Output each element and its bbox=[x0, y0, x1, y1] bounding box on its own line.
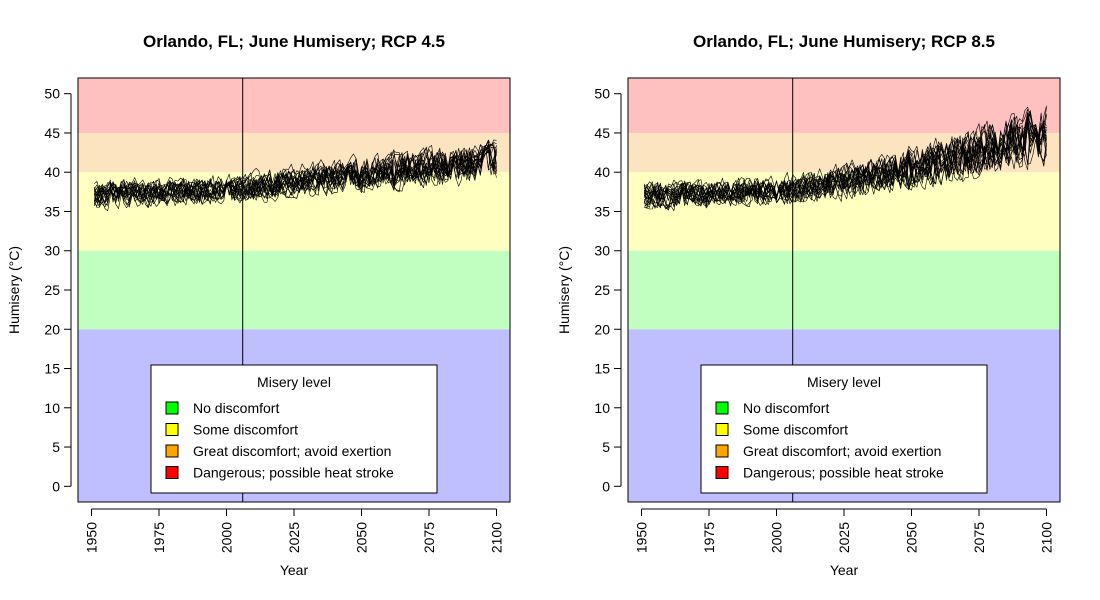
series-group bbox=[93, 139, 497, 212]
series-group bbox=[643, 105, 1047, 212]
legend-item-label: Great discomfort; avoid exertion bbox=[193, 443, 391, 459]
y-axis-label: Humisery (°C) bbox=[6, 246, 22, 334]
legend-item-label: Dangerous; possible heat stroke bbox=[743, 465, 944, 481]
band-4 bbox=[628, 78, 1060, 133]
plot-frame bbox=[627, 77, 1061, 503]
x-tick-label: 2000 bbox=[219, 522, 235, 553]
y-tick-label: 20 bbox=[44, 321, 60, 337]
x-tick-label: 2075 bbox=[421, 522, 437, 553]
x-tick-label: 2025 bbox=[286, 522, 302, 553]
series-line bbox=[644, 113, 1047, 211]
x-axis: 1950 1975 2000 2025 2050 2075 2100 bbox=[84, 508, 505, 553]
band-4 bbox=[78, 78, 510, 133]
legend-title: Misery level bbox=[257, 374, 331, 390]
x-tick-label: 2100 bbox=[489, 522, 505, 553]
legend-swatch bbox=[165, 401, 179, 415]
y-tick-label: 10 bbox=[44, 400, 60, 416]
x-tick-label: 1975 bbox=[701, 522, 717, 553]
y-tick-label: 50 bbox=[44, 86, 60, 102]
x-axis: 1950 1975 2000 2025 2050 2075 2100 bbox=[634, 508, 1055, 553]
x-tick-label: 2025 bbox=[836, 522, 852, 553]
series-line bbox=[94, 140, 497, 206]
legend-swatch bbox=[165, 466, 179, 479]
band-2 bbox=[628, 172, 1060, 251]
y-axis: 0 5 10 15 20 25 30 35 40 45 50 bbox=[594, 86, 622, 494]
series-line bbox=[643, 114, 1047, 203]
chart-title: Orlando, FL; June Humisery; RCP 4.5 bbox=[143, 32, 445, 51]
y-axis-label: Humisery (°C) bbox=[556, 246, 572, 334]
x-tick-label: 2050 bbox=[904, 522, 920, 553]
legend-title: Misery level bbox=[807, 374, 881, 390]
y-tick-label: 15 bbox=[594, 361, 610, 377]
y-tick-label: 0 bbox=[52, 478, 60, 494]
series-line bbox=[93, 144, 497, 202]
series-line bbox=[643, 119, 1047, 209]
band-1 bbox=[78, 250, 510, 330]
series-line bbox=[644, 126, 1047, 210]
x-tick-label: 1975 bbox=[151, 522, 167, 553]
legend-item-label: No discomfort bbox=[743, 400, 829, 416]
series-line bbox=[643, 112, 1047, 203]
y-tick-label: 40 bbox=[44, 164, 60, 180]
y-tick-label: 25 bbox=[44, 282, 60, 298]
band-3 bbox=[78, 132, 510, 173]
series-line bbox=[93, 145, 497, 203]
legend-swatch bbox=[715, 423, 729, 436]
x-tick-label: 2100 bbox=[1039, 522, 1055, 553]
plot-frame bbox=[77, 77, 511, 503]
band-1 bbox=[628, 250, 1060, 330]
y-tick-label: 5 bbox=[52, 439, 60, 455]
legend: Misery level No discomfort Some discomfort… bbox=[150, 364, 438, 494]
y-tick-label: 10 bbox=[594, 400, 610, 416]
x-tick-label: 2050 bbox=[354, 522, 370, 553]
legend-swatch bbox=[715, 401, 729, 415]
series-line bbox=[643, 112, 1047, 206]
y-tick-label: 50 bbox=[594, 86, 610, 102]
y-tick-label: 5 bbox=[602, 439, 610, 455]
y-tick-label: 15 bbox=[44, 361, 60, 377]
legend-item-label: No discomfort bbox=[193, 400, 279, 416]
y-tick-label: 35 bbox=[594, 203, 610, 219]
series-line bbox=[94, 141, 497, 204]
y-tick-label: 30 bbox=[594, 243, 610, 259]
chart-title: Orlando, FL; June Humisery; RCP 8.5 bbox=[693, 32, 995, 51]
y-axis: 0 5 10 15 20 25 30 35 40 45 50 bbox=[44, 86, 72, 494]
legend-item-label: Great discomfort; avoid exertion bbox=[743, 443, 941, 459]
series-line bbox=[644, 118, 1047, 211]
series-line bbox=[94, 139, 497, 205]
y-tick-label: 30 bbox=[44, 243, 60, 259]
x-axis-label: Year bbox=[280, 562, 309, 578]
x-tick-label: 2000 bbox=[769, 522, 785, 553]
legend-swatch bbox=[165, 423, 179, 436]
y-tick-label: 45 bbox=[44, 125, 60, 141]
y-tick-label: 25 bbox=[594, 282, 610, 298]
legend-box bbox=[700, 364, 988, 494]
legend: Misery level No discomfort Some discomfort… bbox=[700, 364, 988, 494]
x-tick-label: 2075 bbox=[971, 522, 987, 553]
legend-box bbox=[150, 364, 438, 494]
legend-swatch bbox=[715, 444, 729, 458]
series-line bbox=[643, 105, 1047, 204]
legend-item-label: Dangerous; possible heat stroke bbox=[193, 465, 394, 481]
legend-swatch bbox=[715, 466, 729, 479]
y-tick-label: 20 bbox=[594, 321, 610, 337]
x-axis-label: Year bbox=[830, 562, 859, 578]
background-bands bbox=[78, 78, 510, 502]
y-tick-label: 45 bbox=[594, 125, 610, 141]
legend-item-label: Some discomfort bbox=[743, 422, 848, 438]
y-tick-label: 35 bbox=[44, 203, 60, 219]
legend-item-label: Some discomfort bbox=[193, 422, 298, 438]
y-tick-label: 0 bbox=[602, 478, 610, 494]
legend-swatch bbox=[165, 444, 179, 458]
series-line bbox=[93, 146, 497, 203]
y-tick-label: 40 bbox=[594, 164, 610, 180]
x-tick-label: 1950 bbox=[634, 522, 650, 553]
x-tick-label: 1950 bbox=[84, 522, 100, 553]
